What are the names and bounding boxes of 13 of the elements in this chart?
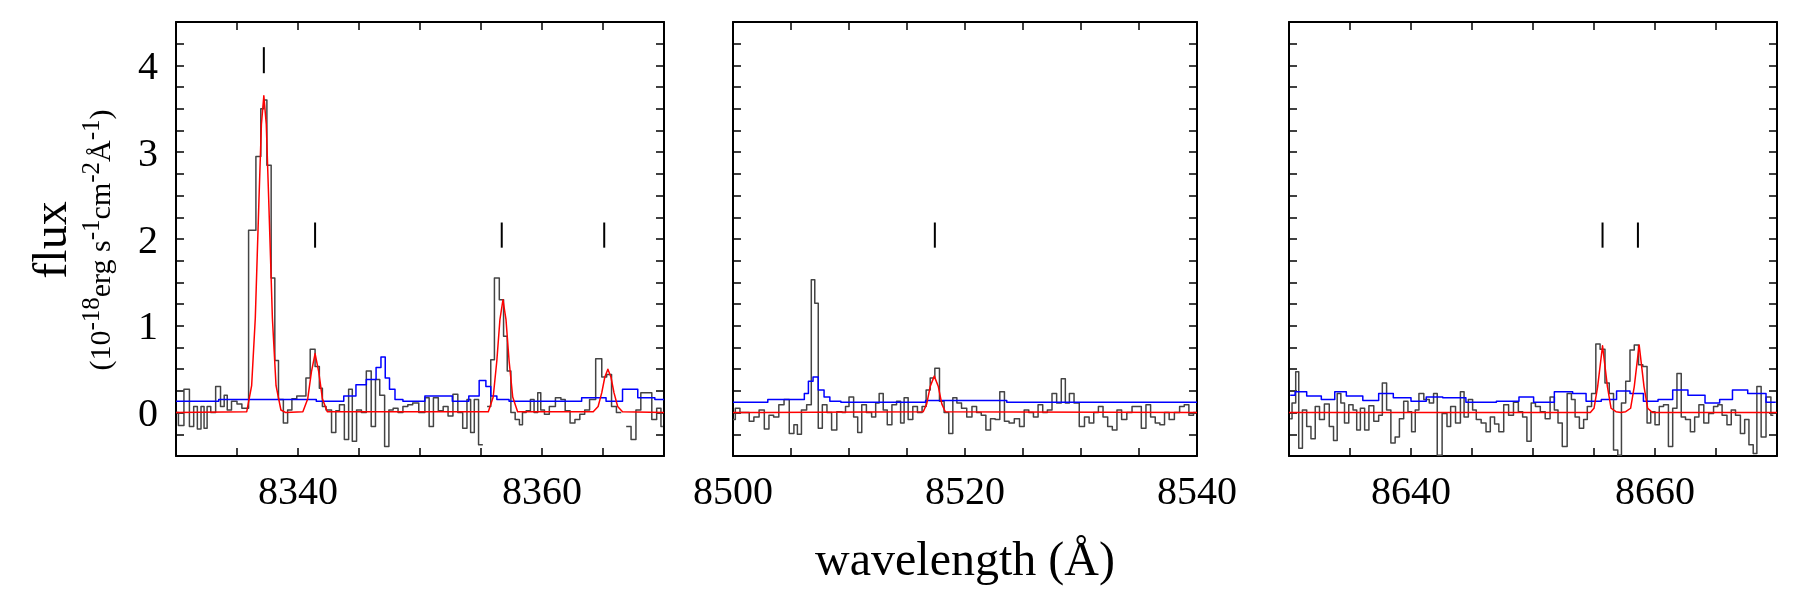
y-tick-label: 4 — [138, 42, 158, 88]
x-tick-label: 8340 — [258, 467, 338, 513]
x-tick-label: 8540 — [1157, 467, 1237, 513]
x-axis-title: wavelength (Å) — [815, 531, 1115, 586]
x-tick-label: 8520 — [925, 467, 1005, 513]
x-tick-label: 8660 — [1615, 467, 1695, 513]
x-tick-label: 8500 — [693, 467, 773, 513]
y-tick-label: 1 — [138, 303, 158, 349]
x-tick-label: 8360 — [502, 467, 582, 513]
y-tick-label: 0 — [138, 390, 158, 436]
x-tick-label: 8640 — [1371, 467, 1451, 513]
y-tick-label: 2 — [138, 216, 158, 262]
y-tick-label: 3 — [138, 129, 158, 175]
